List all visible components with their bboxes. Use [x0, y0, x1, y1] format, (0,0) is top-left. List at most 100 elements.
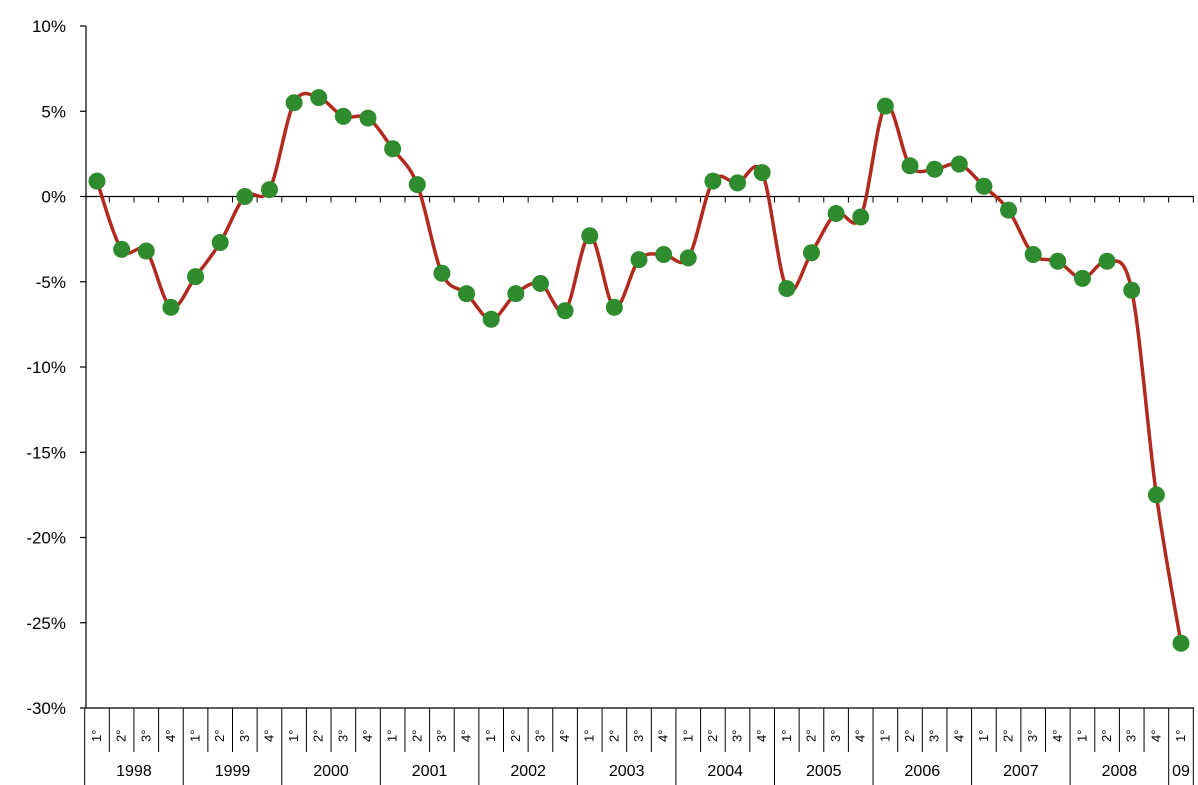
data-point — [531, 274, 549, 292]
quarter-tick-label: 4° — [459, 730, 474, 742]
y-tick-label: 0% — [41, 188, 66, 207]
data-point — [113, 240, 131, 258]
quarter-tick-label: 4° — [853, 730, 868, 742]
year-label: 1999 — [215, 763, 251, 780]
data-point — [605, 298, 623, 316]
quarter-tick-label: 3° — [828, 730, 843, 742]
quarter-tick-label: 1° — [1173, 730, 1188, 742]
quarter-tick-label: 3° — [434, 730, 449, 742]
year-label: 2000 — [313, 763, 349, 780]
quarter-tick-label: 1° — [877, 730, 892, 742]
data-point — [753, 164, 771, 182]
quarter-tick-label: 1° — [1074, 730, 1089, 742]
year-label: 09 — [1172, 763, 1190, 780]
quarter-tick-label: 2° — [1099, 730, 1114, 742]
y-tick-label: 5% — [41, 102, 66, 121]
quarter-tick-label: 1° — [976, 730, 991, 742]
data-point — [876, 97, 894, 115]
data-point — [926, 160, 944, 178]
data-point — [827, 205, 845, 223]
year-label: 2001 — [412, 763, 448, 780]
data-point — [581, 227, 599, 245]
data-point — [482, 310, 500, 328]
year-label: 2002 — [510, 763, 546, 780]
y-tick-label: -30% — [26, 699, 66, 718]
data-point — [655, 245, 673, 263]
year-label: 2005 — [806, 763, 842, 780]
data-point — [1024, 245, 1042, 263]
quarter-tick-label: 3° — [335, 730, 350, 742]
data-point — [433, 264, 451, 282]
data-point — [310, 89, 328, 107]
y-tick-label: -15% — [26, 443, 66, 462]
y-tick-label: -5% — [36, 273, 66, 292]
data-point — [285, 94, 303, 112]
quarter-tick-label: 3° — [927, 730, 942, 742]
quarter-tick-label: 3° — [138, 730, 153, 742]
quarter-tick-label: 2° — [114, 730, 129, 742]
year-label: 2004 — [707, 763, 743, 780]
quarter-tick-label: 1° — [483, 730, 498, 742]
y-tick-label: -20% — [26, 529, 66, 548]
data-point — [408, 176, 426, 194]
quarter-tick-label: 4° — [261, 730, 276, 742]
data-point — [260, 181, 278, 199]
y-tick-label: -25% — [26, 614, 66, 633]
data-point — [507, 285, 525, 303]
quarter-tick-label: 1° — [385, 730, 400, 742]
data-point — [704, 172, 722, 190]
series-line-group — [95, 91, 1183, 645]
quarter-tick-label: 4° — [754, 730, 769, 742]
quarter-tick-label: 2° — [409, 730, 424, 742]
year-label: 2006 — [905, 763, 941, 780]
quarter-tick-label: 2° — [311, 730, 326, 742]
quarter-tick-label: 3° — [631, 730, 646, 742]
data-point — [88, 172, 106, 190]
data-point — [975, 177, 993, 195]
data-point — [187, 268, 205, 286]
quarter-tick-label: 4° — [360, 730, 375, 742]
y-tick-label: -10% — [26, 358, 66, 377]
quarter-tick-label: 2° — [212, 730, 227, 742]
year-label: 2003 — [609, 763, 645, 780]
quarter-tick-label: 3° — [730, 730, 745, 742]
data-point — [679, 249, 697, 267]
data-point — [556, 302, 574, 320]
year-label: 1998 — [116, 763, 152, 780]
quarter-tick-label: 4° — [951, 730, 966, 742]
series-line — [95, 91, 1183, 645]
y-axis: 10% 5% 0% -5% -10% -15% -20% -25% -30% — [26, 17, 87, 718]
year-label: 2007 — [1003, 763, 1039, 780]
data-point — [901, 157, 919, 175]
year-label: 2008 — [1102, 763, 1138, 780]
quarter-tick-label: 2° — [606, 730, 621, 742]
quarter-tick-label: 2° — [508, 730, 523, 742]
data-point — [778, 280, 796, 298]
quarter-tick-label: 1° — [582, 730, 597, 742]
data-point — [211, 234, 229, 252]
quarter-tick-label: 4° — [1148, 730, 1163, 742]
data-point — [630, 251, 648, 269]
data-point — [1147, 486, 1165, 504]
data-point — [1049, 252, 1067, 270]
quarter-tick-label: 3° — [1124, 730, 1139, 742]
quarter-tick-label: 1° — [286, 730, 301, 742]
quarter-tick-label: 3° — [1025, 730, 1040, 742]
quarter-tick-label: 2° — [1001, 730, 1016, 742]
quarter-tick-label: 1° — [680, 730, 695, 742]
quarter-tick-label: 1° — [779, 730, 794, 742]
data-point — [729, 174, 747, 192]
quarter-tick-label: 3° — [532, 730, 547, 742]
quarter-tick-label: 3° — [237, 730, 252, 742]
quarter-tick-label: 4° — [557, 730, 572, 742]
data-point — [334, 107, 352, 125]
quarter-tick-label: 4° — [163, 730, 178, 742]
data-points — [88, 89, 1190, 652]
data-point — [359, 109, 377, 127]
data-point — [950, 155, 968, 173]
quarter-tick-label: 1° — [89, 730, 104, 742]
quarter-tick-label: 4° — [1050, 730, 1065, 742]
quarter-tick-label: 4° — [656, 730, 671, 742]
data-point — [1000, 201, 1018, 219]
